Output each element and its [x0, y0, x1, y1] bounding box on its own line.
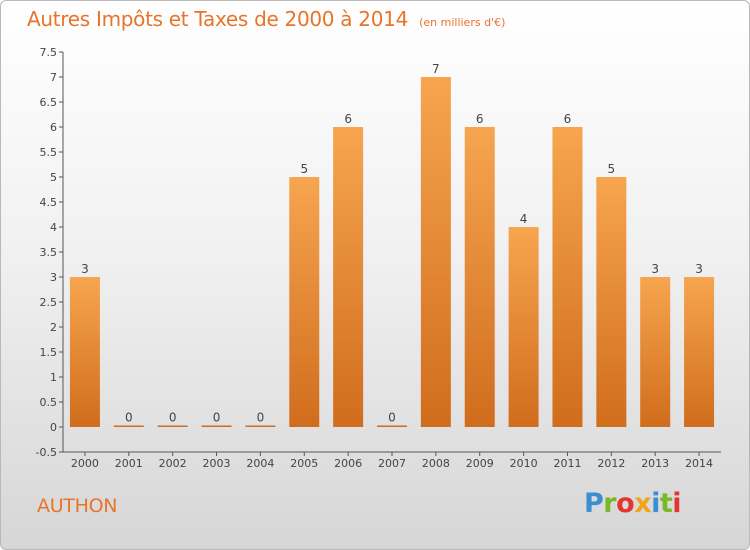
data-label-2005: 5	[300, 162, 308, 176]
x-tick-label: 2009	[466, 457, 494, 470]
bar-2008	[420, 77, 451, 427]
bar-2006	[333, 127, 364, 427]
x-tick-label: 2005	[290, 457, 318, 470]
data-label-2014: 3	[695, 262, 703, 276]
y-tick-label: 1	[50, 371, 57, 384]
data-label-2008: 7	[432, 62, 440, 76]
y-tick-label: 5.5	[40, 146, 58, 159]
bar-2005	[289, 177, 320, 427]
logo-letter: i	[672, 488, 682, 519]
x-tick-label: 2013	[641, 457, 669, 470]
y-tick-label: 7.5	[40, 46, 58, 59]
bar-2000	[69, 277, 100, 427]
bar-2001	[113, 425, 144, 427]
bar-2004	[245, 425, 276, 427]
chart-title: Autres Impôts et Taxes de 2000 à 2014	[27, 7, 408, 31]
data-label-2006: 6	[344, 112, 352, 126]
y-tick-label: 5	[50, 171, 57, 184]
bar-2010	[508, 227, 539, 427]
x-tick-label: 2001	[115, 457, 143, 470]
x-tick-label: 2008	[422, 457, 450, 470]
y-tick-label: 6.5	[40, 96, 58, 109]
data-label-2009: 6	[476, 112, 484, 126]
bar-2009	[464, 127, 495, 427]
y-tick-label: 6	[50, 121, 57, 134]
data-label-2003: 0	[213, 411, 221, 425]
x-tick-label: 2004	[246, 457, 274, 470]
y-tick-label: -0.5	[36, 446, 57, 459]
commune-name: AUTHON	[37, 495, 118, 517]
bar-2007	[377, 425, 407, 427]
x-tick-label: 2010	[510, 457, 538, 470]
x-tick-label: 2003	[203, 457, 231, 470]
logo-letter: P	[584, 488, 604, 519]
logo-letter: x	[634, 488, 652, 519]
data-label-2012: 5	[608, 162, 616, 176]
bar-2003	[201, 425, 232, 427]
y-tick-label: 0.5	[40, 396, 58, 409]
data-label-2011: 6	[564, 112, 572, 126]
x-tick-label: 2011	[553, 457, 581, 470]
data-label-2013: 3	[651, 262, 659, 276]
bar-2013	[640, 277, 671, 427]
y-tick-label: 2.5	[40, 296, 58, 309]
y-tick-label: 4.5	[40, 196, 58, 209]
y-tick-label: 3.5	[40, 246, 58, 259]
chart-header: Autres Impôts et Taxes de 2000 à 2014 (e…	[27, 7, 505, 31]
chart-subtitle: (en milliers d'€)	[419, 16, 506, 29]
logo-letter: t	[659, 488, 673, 519]
bar-2014	[684, 277, 715, 427]
x-tick-label: 2000	[71, 457, 99, 470]
logo-letter: o	[616, 488, 635, 519]
data-label-2004: 0	[257, 411, 265, 425]
x-tick-label: 2006	[334, 457, 362, 470]
x-tick-label: 2014	[685, 457, 713, 470]
y-tick-label: 4	[50, 221, 57, 234]
y-tick-label: 3	[50, 271, 57, 284]
data-label-2007: 0	[388, 411, 396, 425]
bar-2012	[596, 177, 627, 427]
bar-2011	[552, 127, 583, 427]
bar-2002	[157, 425, 188, 427]
x-tick-label: 2007	[378, 457, 406, 470]
data-label-2001: 0	[125, 411, 133, 425]
y-tick-label: 7	[50, 71, 57, 84]
data-label-2010: 4	[520, 212, 528, 226]
y-tick-label: 0	[50, 421, 57, 434]
data-label-2002: 0	[169, 411, 177, 425]
y-tick-label: 1.5	[40, 346, 58, 359]
x-tick-label: 2002	[159, 457, 187, 470]
x-tick-label: 2012	[597, 457, 625, 470]
proxiti-logo[interactable]: Proxiti	[584, 488, 682, 519]
logo-letter: i	[651, 488, 660, 519]
logo-letter: r	[603, 488, 617, 519]
data-label-2000: 3	[81, 262, 89, 276]
y-tick-label: 2	[50, 321, 57, 334]
